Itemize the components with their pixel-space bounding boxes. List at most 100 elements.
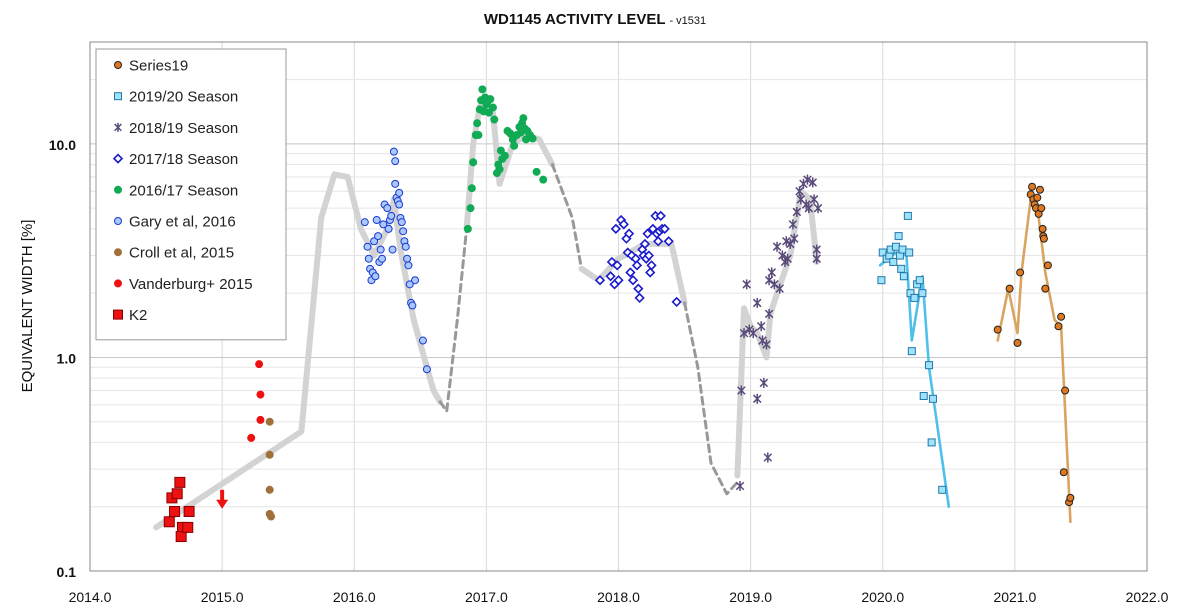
data-point (379, 220, 388, 229)
data-point (642, 228, 653, 239)
data-point (370, 237, 379, 246)
data-point (634, 292, 645, 304)
legend: Series19 2019/20 Season 2018/19 Season 2017… (95, 48, 287, 341)
x-tick-label: 2021.0 (993, 589, 1036, 605)
x-tick-label: 2020.0 (861, 589, 904, 605)
series-group (265, 417, 276, 521)
data-point (1043, 261, 1052, 270)
data-point (803, 174, 812, 185)
data-point (659, 223, 670, 235)
data-point (114, 92, 122, 101)
y-axis-ticks: 0.1 1.0 10.0 (49, 137, 76, 580)
data-point (387, 211, 396, 220)
data-point (1066, 493, 1075, 502)
data-point (605, 271, 616, 282)
data-point (405, 280, 414, 289)
data-point (391, 179, 400, 188)
data-point (907, 347, 916, 356)
data-point (739, 328, 749, 339)
data-markers (163, 85, 1075, 543)
data-point (1057, 312, 1066, 321)
data-point (625, 267, 636, 278)
series-group (735, 174, 823, 492)
data-point (924, 361, 933, 370)
x-tick-label: 2017.0 (465, 589, 508, 605)
data-point (633, 283, 644, 294)
data-point (411, 276, 420, 285)
data-point (910, 293, 919, 302)
data-point (767, 267, 777, 278)
data-point (1039, 234, 1048, 243)
legend-item: Vanderburg+ 2015 (114, 276, 253, 293)
chart-title-main: WD1145 ACTIVITY LEVEL (484, 11, 666, 28)
data-point (389, 147, 398, 156)
series-group (247, 360, 265, 442)
series-group (993, 182, 1075, 507)
data-point (399, 227, 408, 236)
data-point (877, 276, 886, 285)
data-point (485, 108, 494, 117)
legend-label: Series19 (129, 58, 188, 75)
data-point (612, 260, 623, 271)
data-point (403, 254, 412, 263)
legend-label: K2 (129, 307, 147, 324)
data-point (114, 185, 122, 194)
data-point (408, 301, 417, 310)
data-point (265, 450, 274, 459)
data-point (114, 122, 122, 132)
data-point (519, 114, 528, 123)
data-point (613, 275, 624, 286)
data-point (114, 248, 122, 257)
data-point (610, 223, 621, 235)
data-point (891, 242, 900, 251)
y-axis-label: EQUIVALENT WIDTH [%] (19, 220, 36, 393)
data-point (371, 272, 380, 281)
data-point (395, 188, 404, 197)
series-group (463, 85, 548, 233)
data-point (539, 175, 548, 184)
data-point (782, 236, 791, 247)
data-point (752, 393, 762, 404)
data-point (1054, 322, 1063, 331)
data-point (114, 279, 122, 288)
data-point (783, 253, 792, 264)
legend-label: 2016/17 Season (129, 182, 238, 199)
data-point (488, 103, 497, 112)
data-point (174, 476, 186, 488)
data-point (764, 275, 774, 286)
data-point (474, 131, 483, 140)
x-tick-label: 2022.0 (1126, 589, 1169, 605)
data-point (759, 377, 769, 388)
data-point (377, 254, 386, 263)
data-point (737, 385, 746, 396)
data-point (1028, 182, 1037, 191)
data-point (1059, 468, 1068, 477)
data-point (792, 206, 802, 217)
data-point (764, 308, 774, 319)
data-point (742, 279, 751, 290)
data-point (808, 177, 818, 188)
data-point (653, 236, 664, 247)
trend-line (683, 301, 739, 496)
data-point (404, 261, 413, 270)
data-point (631, 260, 643, 271)
data-point (255, 360, 264, 369)
chart-subtitle: - v1531 (669, 15, 706, 27)
data-point (748, 328, 758, 339)
x-tick-label: 2016.0 (333, 589, 376, 605)
data-point (763, 452, 773, 463)
data-point (363, 242, 372, 251)
data-point (813, 203, 823, 214)
data-point (594, 275, 606, 286)
trend-line (438, 227, 469, 413)
data-point (500, 151, 509, 160)
data-point (171, 488, 183, 500)
data-point (478, 85, 487, 94)
data-point (175, 531, 187, 543)
legend-label: Vanderburg+ 2015 (129, 276, 253, 293)
data-point (655, 210, 666, 222)
data-point (360, 218, 369, 227)
legend-item: Series19 (114, 58, 188, 75)
data-point (775, 283, 784, 294)
